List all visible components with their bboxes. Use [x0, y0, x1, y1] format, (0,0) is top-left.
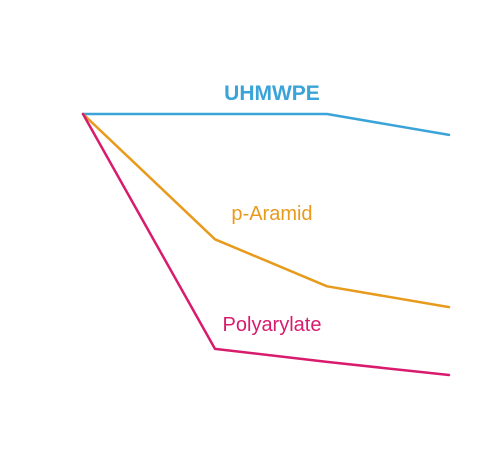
series-line-uhmwpe	[81, 112, 451, 137]
series-labels: UHMWPE p-Aramid Polyarylate	[223, 82, 322, 336]
series-line-polyarylate	[81, 112, 451, 377]
series-label-polyarylate: Polyarylate	[223, 314, 322, 336]
series-line-p-aramid	[81, 112, 451, 309]
series-lines	[81, 112, 451, 377]
series-label-uhmwpe: UHMWPE	[224, 82, 320, 105]
series-label-p-aramid: p-Aramid	[231, 203, 312, 225]
